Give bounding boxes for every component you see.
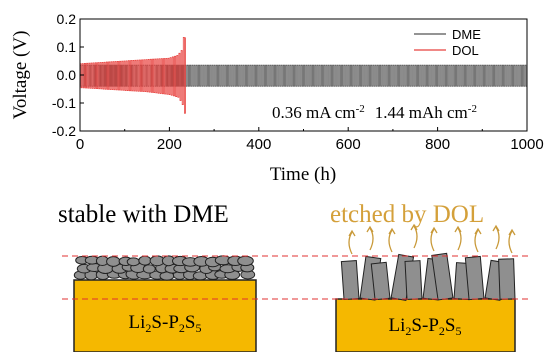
deposit-column: [404, 260, 423, 300]
y-axis-label: Voltage (V): [10, 31, 31, 120]
y-tick-label: 0.0: [57, 67, 77, 83]
capacity-exponent: -2: [468, 103, 477, 115]
legend-label-dme: DME: [452, 27, 481, 42]
etch-arrow-head: [430, 226, 438, 234]
x-tick-label: 600: [336, 136, 361, 153]
etch-arrow-head: [410, 223, 418, 231]
etch-arrow-head: [388, 227, 396, 235]
deposit-column: [340, 260, 360, 301]
y-tick-label: 0.2: [57, 11, 77, 27]
x-axis-ticks: 0 200 400 600 800 1000: [76, 127, 544, 153]
etch-arrow-head: [454, 225, 462, 233]
left-substrate: [73, 279, 257, 352]
plot-traces: [80, 37, 527, 114]
x-tick-label: 1000: [510, 136, 543, 153]
x-tick-label: 200: [157, 136, 182, 153]
etch-arrow-head: [348, 229, 356, 237]
etch-arrow-head: [508, 228, 516, 236]
deposit-grain: [237, 255, 254, 267]
deposit-column: [464, 255, 485, 301]
interface-schematic: stable with DME etched by DOL Li2S-P2S5 …: [58, 201, 528, 352]
etch-arrow-head: [492, 224, 500, 232]
y-tick-label: -0.1: [52, 95, 76, 111]
etch-arrow-head: [366, 225, 374, 233]
capacity-text: 1.44 mAh cm: [375, 103, 468, 122]
voltage-time-chart: 0 200 400 600 800 1000 -0.2 -0.1 0.0 0.1 0.2 Time…: [10, 11, 544, 185]
y-tick-label: -0.2: [52, 123, 76, 139]
left-substrate-label: Li2S-P2S5: [129, 312, 202, 335]
stable-deposit-layer: [73, 255, 256, 281]
x-axis-label: Time (h): [270, 164, 336, 185]
right-substrate-label: Li2S-P2S5: [389, 315, 462, 338]
legend-label-dol: DOL: [452, 43, 479, 58]
y-axis-ticks: -0.2 -0.1 0.0 0.1 0.2: [52, 11, 84, 139]
left-caption: stable with DME: [58, 201, 229, 228]
deposit-grain: [138, 255, 152, 266]
right-caption: etched by DOL: [330, 201, 484, 228]
legend: DME DOL: [414, 27, 481, 58]
etched-deposit-layer: [340, 252, 516, 301]
deposit-grain: [126, 257, 141, 267]
series-line-dol: [80, 37, 186, 114]
test-condition-annotation: 0.36 mA cm-2 1.44 mAh cm-2: [272, 103, 477, 122]
x-tick-label: 400: [246, 136, 271, 153]
deposit-column: [498, 258, 516, 300]
x-tick-label: 800: [425, 136, 450, 153]
etch-arrows: [348, 223, 516, 255]
y-tick-label: 0.1: [57, 39, 77, 55]
current-density-exponent: -2: [356, 103, 365, 115]
deposit-grain: [142, 264, 156, 274]
x-tick-label: 0: [76, 136, 84, 153]
etch-arrow-head: [474, 227, 482, 235]
deposit-column: [370, 261, 391, 301]
deposit-grain: [106, 256, 121, 267]
current-density-text: 0.36 mA cm: [272, 103, 356, 122]
